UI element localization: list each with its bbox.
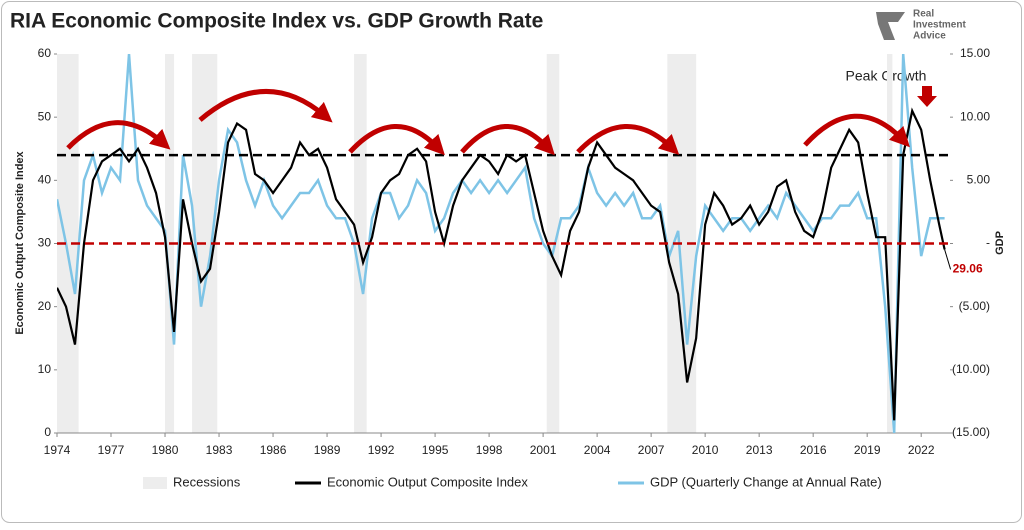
x-tick-label: 1974 <box>44 443 71 457</box>
x-tick-label: 1995 <box>422 443 449 457</box>
chart-title: RIA Economic Composite Index vs. GDP Gro… <box>10 10 543 33</box>
legend-label: Recessions <box>173 474 241 489</box>
curved-arrow <box>348 124 445 156</box>
x-tick-label: 1980 <box>152 443 179 457</box>
x-tick-label: 2004 <box>584 443 611 457</box>
annotation-arrow <box>917 86 937 107</box>
x-tick-label: 1986 <box>260 443 287 457</box>
curved-arrow <box>576 124 680 155</box>
legend-label: Economic Output Composite Index <box>327 474 528 489</box>
y2-tick-label: 5.00 <box>967 173 991 187</box>
y-axis-label: Economic Output Composite Index <box>14 150 26 334</box>
legend: Recessions Economic Output Composite Inde… <box>143 474 882 489</box>
curved-arrow <box>66 120 171 150</box>
legend-label: GDP (Quarterly Change at Annual Rate) <box>650 474 882 489</box>
annotation: Peak Growth <box>846 68 927 84</box>
y-tick-label: 0 <box>44 425 51 439</box>
series-line <box>57 54 945 433</box>
y-tick-label: 10 <box>38 362 52 376</box>
legend-swatch <box>143 477 167 489</box>
x-tick-label: 2013 <box>746 443 773 457</box>
trend-arrows <box>66 89 910 156</box>
x-tick-label: 1998 <box>476 443 503 457</box>
y-tick-label: 20 <box>38 299 52 313</box>
x-tick-label: 2016 <box>800 443 827 457</box>
logo: Real Investment Advice <box>876 9 966 42</box>
y-tick-label: 50 <box>38 109 52 123</box>
logo-text: Advice <box>913 31 946 42</box>
logo-icon <box>876 12 905 40</box>
x-tick-label: 2010 <box>692 443 719 457</box>
y-tick-label: 30 <box>38 236 52 250</box>
end-label-leader <box>944 249 952 270</box>
curved-arrow <box>198 89 333 123</box>
series-line <box>57 107 946 421</box>
x-tick-label: 2019 <box>854 443 881 457</box>
x-tick-label: 1977 <box>98 443 125 457</box>
y2-tick-label: (5.00) <box>959 299 990 313</box>
x-tick-label: 1992 <box>368 443 395 457</box>
y-tick-label: 60 <box>38 46 52 60</box>
y2-tick-label: (10.00) <box>952 362 990 376</box>
y2-tick-label: 10.00 <box>960 109 990 123</box>
x-tick-label: 2001 <box>530 443 557 457</box>
plot-area: 0 10 20 30 40 50 60 15.00 10.00 5.00 - (5.00) (10.00… <box>38 46 991 457</box>
logo-text: Investment <box>913 20 966 31</box>
curved-arrow <box>803 113 910 148</box>
logo-text: Real <box>913 9 934 20</box>
y2-tick-label: 15.00 <box>960 46 990 60</box>
curved-arrow <box>460 124 555 156</box>
y2-tick-label: - <box>986 236 990 250</box>
recession-band <box>354 54 367 433</box>
x-tick-label: 1983 <box>206 443 233 457</box>
x-tick-label: 2022 <box>908 443 935 457</box>
y2-tick-label: (15.00) <box>952 425 990 439</box>
end-label: 29.06 <box>953 262 983 276</box>
y-tick-label: 40 <box>38 173 52 187</box>
x-tick-label: 2007 <box>638 443 665 457</box>
y2-axis-label: GDP <box>994 231 1006 255</box>
x-tick-label: 1989 <box>314 443 341 457</box>
